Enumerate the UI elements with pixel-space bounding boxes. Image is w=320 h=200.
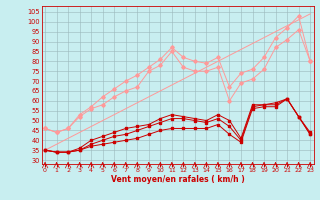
X-axis label: Vent moyen/en rafales ( km/h ): Vent moyen/en rafales ( km/h )	[111, 175, 244, 184]
